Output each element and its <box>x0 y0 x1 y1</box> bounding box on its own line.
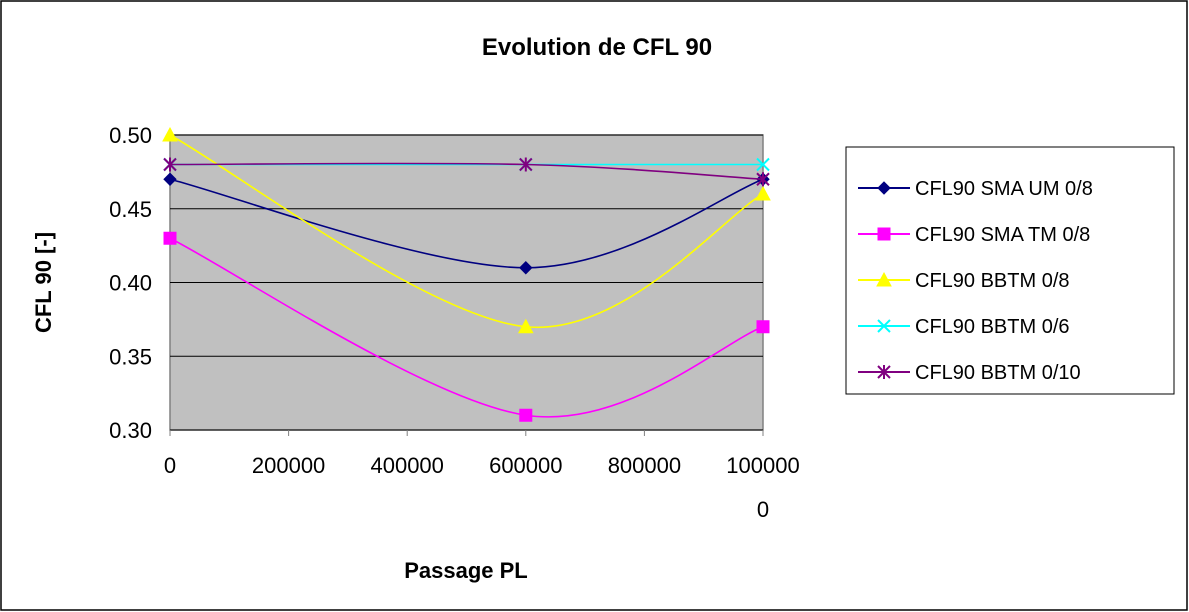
data-point <box>162 126 178 142</box>
legend-item: CFL90 BBTM 0/6 <box>858 316 1070 338</box>
series-layer <box>162 126 771 422</box>
x-tick-label-line: 0 <box>757 497 769 522</box>
legend-item: CFL90 SMA TM 0/8 <box>858 224 1090 246</box>
series-3 <box>162 126 771 334</box>
y-tick-label: 0.45 <box>109 197 152 222</box>
series-5 <box>163 157 770 187</box>
data-point <box>756 320 770 334</box>
data-point <box>163 157 177 172</box>
data-point <box>517 318 534 334</box>
legend-label: CFL90 SMA UM 0/8 <box>915 178 1093 200</box>
legend: CFL90 SMA UM 0/8 CFL90 SMA TM 0/8 CFL90 BB… <box>845 146 1175 395</box>
data-point <box>756 172 770 187</box>
y-tick-label: 0.50 <box>109 123 152 148</box>
legend-label: CFL90 BBTM 0/10 <box>915 362 1081 384</box>
legend-item: CFL90 BBTM 0/8 <box>858 270 1070 292</box>
x-axis-ticks: 0 200000 400000 600000 800000 100000 0 <box>164 430 800 522</box>
marker-stroke <box>877 319 891 333</box>
x-tick-label-line: 100000 <box>726 453 799 478</box>
x-tick-label: 400000 <box>370 453 443 478</box>
x-tick-label-line: 200000 <box>252 453 325 478</box>
x-tick-label: 0 <box>164 453 176 478</box>
data-point <box>163 172 177 186</box>
y-tick-label: 0.40 <box>109 271 152 296</box>
data-point <box>519 261 533 275</box>
y-tick-label: 0.35 <box>109 344 152 369</box>
legend-marker <box>876 271 892 287</box>
data-point <box>519 408 533 422</box>
legend-marker <box>877 319 891 333</box>
y-axis-ticks: 0.30 0.35 0.40 0.45 0.50 <box>109 123 152 443</box>
data-point <box>519 157 533 172</box>
legend-item: CFL90 BBTM 0/10 <box>858 362 1081 384</box>
x-tick-label-line: 600000 <box>489 453 562 478</box>
x-tick-label: 100000 0 <box>726 453 799 522</box>
marker-stroke <box>756 157 770 172</box>
data-point <box>163 231 177 245</box>
x-tick-label: 600000 <box>489 453 562 478</box>
x-axis-title: Passage PL <box>404 558 528 583</box>
x-tick-label-line: 0 <box>164 453 176 478</box>
y-tick-label: 0.30 <box>109 418 152 443</box>
legend-marker <box>877 365 891 379</box>
legend-item: CFL90 SMA UM 0/8 <box>858 178 1093 200</box>
legend-label: CFL90 BBTM 0/8 <box>915 270 1070 292</box>
x-tick-label-line: 400000 <box>370 453 443 478</box>
x-tick-label: 800000 <box>608 453 681 478</box>
series-2 <box>163 231 770 422</box>
series-line <box>169 178 764 269</box>
y-axis-title: CFL 90 [-] <box>31 232 56 333</box>
chart-title: Evolution de CFL 90 <box>482 34 712 61</box>
data-point <box>756 157 770 172</box>
series-line <box>169 134 764 329</box>
legend-marker <box>877 181 891 195</box>
series-line <box>169 237 764 418</box>
x-tick-label: 200000 <box>252 453 325 478</box>
legend-marker <box>877 227 891 241</box>
legend-label: CFL90 BBTM 0/6 <box>915 316 1070 338</box>
data-point <box>755 185 771 201</box>
legend-label: CFL90 SMA TM 0/8 <box>915 224 1090 246</box>
series-line <box>169 162 764 181</box>
x-tick-label-line: 800000 <box>608 453 681 478</box>
